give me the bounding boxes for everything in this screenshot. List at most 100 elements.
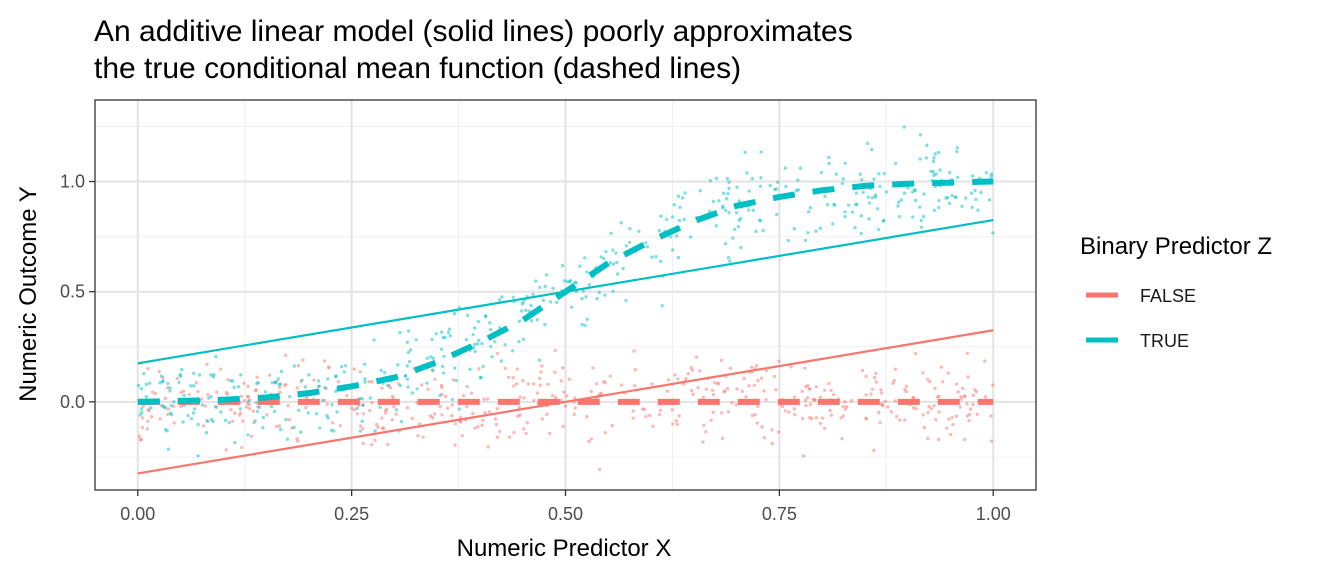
point-true	[882, 171, 887, 176]
point-false	[194, 381, 199, 385]
point-false	[940, 380, 945, 384]
point-true	[300, 378, 304, 382]
point-false	[539, 370, 543, 374]
point-true	[256, 380, 260, 385]
point-true	[363, 377, 367, 381]
point-true	[441, 371, 446, 375]
point-false	[518, 413, 522, 417]
point-false	[983, 359, 987, 363]
point-false	[242, 398, 246, 403]
point-true	[897, 214, 902, 219]
point-false	[157, 369, 161, 374]
point-true	[334, 374, 338, 378]
point-false	[740, 389, 745, 393]
point-true	[937, 205, 941, 210]
point-true	[970, 205, 974, 210]
point-true	[314, 412, 319, 416]
point-true	[479, 375, 483, 380]
point-true	[841, 177, 845, 181]
point-false	[989, 439, 994, 443]
point-false	[937, 410, 941, 414]
point-true	[269, 404, 274, 409]
point-true	[759, 150, 763, 154]
point-false	[352, 408, 356, 412]
point-false	[829, 388, 833, 393]
point-false	[869, 392, 873, 396]
point-true	[615, 272, 620, 276]
point-true	[253, 419, 257, 423]
point-false	[841, 404, 845, 409]
point-false	[860, 368, 865, 373]
point-false	[535, 391, 540, 395]
point-false	[874, 371, 878, 376]
point-false	[405, 406, 410, 410]
point-true	[587, 283, 591, 287]
point-false	[971, 393, 976, 398]
point-true	[947, 201, 952, 206]
point-true	[158, 381, 162, 385]
point-true	[316, 379, 321, 383]
point-false	[140, 416, 145, 420]
point-true	[161, 404, 165, 408]
point-true	[205, 419, 210, 424]
point-false	[759, 376, 764, 380]
point-true	[854, 191, 859, 195]
point-true	[398, 330, 402, 335]
point-true	[866, 195, 870, 199]
point-false	[481, 418, 485, 423]
point-false	[369, 443, 374, 447]
point-false	[696, 385, 700, 390]
point-false	[967, 419, 971, 423]
point-true	[326, 377, 330, 381]
point-false	[947, 417, 951, 421]
point-false	[240, 445, 244, 450]
point-false	[175, 376, 180, 381]
point-false	[229, 407, 233, 412]
point-true	[979, 190, 983, 195]
point-true	[246, 399, 251, 403]
point-false	[814, 385, 819, 389]
point-false	[959, 397, 963, 401]
point-false	[720, 411, 724, 415]
point-true	[430, 337, 434, 342]
point-true	[955, 175, 960, 180]
point-false	[179, 404, 183, 409]
point-false	[376, 425, 380, 429]
point-true	[759, 176, 763, 180]
point-true	[499, 359, 504, 363]
point-false	[968, 407, 973, 411]
point-false	[450, 403, 455, 407]
point-false	[444, 394, 448, 399]
point-true	[757, 218, 762, 222]
point-false	[959, 394, 963, 399]
point-true	[246, 433, 250, 437]
point-false	[827, 381, 831, 386]
point-false	[922, 425, 927, 430]
point-true	[854, 202, 858, 207]
point-false	[893, 399, 897, 403]
point-true	[192, 407, 197, 411]
point-false	[196, 389, 200, 394]
point-true	[902, 191, 907, 195]
x-tick-label: 0.25	[334, 504, 369, 524]
point-true	[196, 454, 200, 458]
point-false	[774, 387, 778, 392]
point-true	[503, 343, 507, 347]
point-false	[283, 383, 287, 387]
point-true	[510, 349, 515, 353]
point-false	[814, 416, 819, 420]
point-true	[843, 161, 847, 166]
point-true	[827, 161, 831, 166]
point-false	[274, 424, 279, 429]
point-true	[339, 364, 344, 369]
point-false	[526, 382, 531, 386]
point-true	[585, 317, 590, 321]
point-false	[945, 426, 949, 430]
point-false	[283, 353, 288, 357]
point-false	[689, 388, 694, 393]
point-false	[934, 417, 938, 422]
point-true	[483, 314, 488, 319]
point-false	[546, 382, 550, 386]
point-false	[233, 411, 237, 415]
point-true	[440, 330, 444, 334]
